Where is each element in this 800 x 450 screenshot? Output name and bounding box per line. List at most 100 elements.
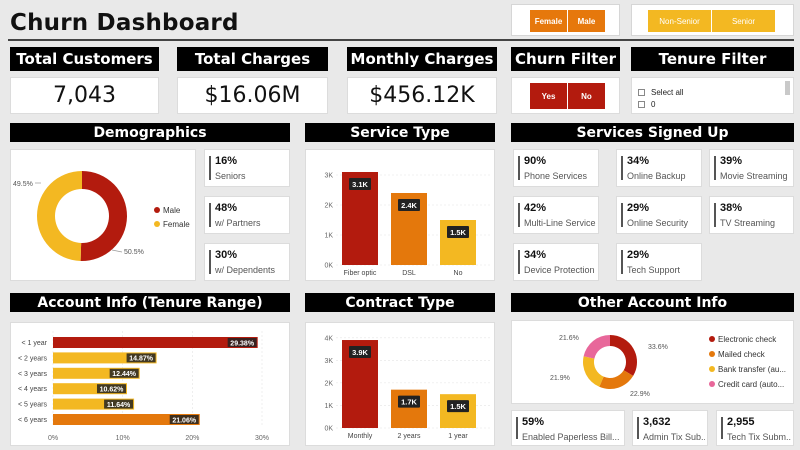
x-tick-label: 10% — [116, 435, 130, 442]
data-label-bg — [349, 346, 371, 359]
y-tick-label: < 6 years — [18, 417, 47, 424]
kpi-value-total-charges: $16.06M — [177, 77, 328, 114]
stat-card-movie-streaming: 39% Movie Streaming — [709, 149, 794, 187]
legend-label: Male — [163, 206, 181, 215]
x-tick-label: Fiber optic — [344, 270, 377, 277]
bar-data-label: 3.1K — [352, 180, 368, 189]
accent-bar — [209, 203, 211, 227]
accent-bar — [518, 203, 520, 227]
y-tick-label: 1K — [324, 403, 333, 410]
tenure-item[interactable]: Select all — [638, 86, 683, 98]
data-label-bg — [398, 395, 420, 408]
churn-yes-button[interactable]: Yes — [530, 83, 567, 109]
bar-data-label: 1.7K — [401, 398, 417, 407]
bar-data-label: 3.9K — [352, 348, 368, 357]
data-label-bg — [104, 399, 134, 409]
accent-bar — [516, 417, 518, 439]
checkbox[interactable] — [638, 100, 645, 108]
gender-slice-female — [36, 171, 82, 261]
stat-value: 30% — [215, 249, 238, 261]
gender-donut-chart: 50.5% 49.5% Male Female — [13, 171, 190, 261]
non-senior-button[interactable]: Non-Senior — [648, 10, 711, 32]
stat-card-device-protection: 34% Device Protection — [513, 243, 599, 281]
stat-label: w/ Partners — [215, 218, 261, 228]
stat-label: Movie Streaming — [720, 171, 788, 181]
y-tick-label: 3K — [324, 358, 333, 365]
bar-data-label: 12.44% — [112, 371, 137, 378]
kpi-header-total-charges: Total Charges — [177, 47, 328, 71]
y-tick-label: 1K — [324, 233, 333, 240]
payment-data-label: 22.9% — [630, 391, 650, 398]
payment-slice — [583, 335, 610, 359]
y-tick-label: < 2 years — [18, 355, 47, 362]
y-tick-label: 4K — [324, 335, 333, 342]
service-type-chart: 0K 1K 2K 3K 3.1K Fiber optic 2.4K DSL 1.5K No — [324, 172, 490, 277]
gender-male-button[interactable]: Male — [568, 10, 605, 32]
y-tick-label: < 3 years — [18, 371, 47, 378]
stat-card-partners: 48% w/ Partners — [204, 196, 290, 234]
section-service-type: Service Type — [305, 123, 495, 142]
senior-slicer: Non-Senior Senior — [631, 4, 794, 36]
stat-value: 59% — [522, 416, 545, 428]
data-label-bg — [447, 400, 469, 413]
x-tick-label: 1 year — [448, 433, 468, 440]
bar-data-label: 14.87% — [129, 356, 154, 363]
tenure-filter-header: Tenure Filter — [631, 47, 794, 71]
senior-button[interactable]: Senior — [712, 10, 775, 32]
kpi-value-customers: 7,043 — [10, 77, 159, 114]
tenure-list: Select all 0 1 — [638, 86, 683, 113]
stat-card-paperless: 59% Enabled Paperless Bill... — [511, 410, 625, 446]
checkbox[interactable] — [638, 88, 645, 96]
data-label-bg — [169, 415, 199, 424]
y-tick-label: < 4 years — [18, 386, 47, 393]
tenure-item-label: 0 — [651, 99, 656, 109]
stat-label: w/ Dependents — [215, 265, 276, 275]
y-tick-label: 0K — [324, 263, 333, 270]
bar-data-label: 29.38% — [230, 340, 255, 347]
kpi-value-monthly-charges: $456.12K — [347, 77, 497, 114]
stat-value: 39% — [720, 155, 743, 167]
churn-no-button[interactable]: No — [568, 83, 605, 109]
payment-data-label: 33.6% — [648, 344, 668, 351]
stat-label: TV Streaming — [720, 218, 776, 228]
accent-bar — [209, 250, 211, 274]
section-account-info: Account Info (Tenure Range) — [10, 293, 290, 312]
payment-data-label: 21.6% — [559, 335, 579, 342]
contract-type-chart: 0K 1K 2K 3K 4K 3.9K Monthly 1.7K 2 years 1.5K 1 ye… — [324, 335, 490, 440]
churn-filter-header: Churn Filter — [511, 47, 620, 71]
legend-label: Credit card (auto... — [718, 380, 784, 389]
payment-data-label: 21.9% — [550, 375, 570, 382]
tenure-scrollbar[interactable] — [785, 81, 790, 95]
y-tick-label: 0K — [324, 426, 333, 433]
stat-value: 29% — [627, 202, 650, 214]
legend-label: Mailed check — [718, 350, 766, 359]
bar-data-label: 11.64% — [107, 402, 131, 409]
page-title: Churn Dashboard — [10, 10, 239, 36]
leader-line — [111, 249, 123, 253]
section-contract-type: Contract Type — [305, 293, 495, 312]
tenure-item[interactable]: 0 — [638, 98, 683, 110]
legend-marker — [709, 336, 715, 342]
x-tick-label: 2 years — [398, 433, 421, 440]
x-tick-label: Monthly — [348, 433, 373, 440]
gender-female-button[interactable]: Female — [530, 10, 567, 32]
legend-marker — [709, 351, 715, 357]
accent-bar — [714, 156, 716, 180]
stat-value: 90% — [524, 155, 547, 167]
payment-slice — [610, 335, 637, 376]
gender-data-label: 49.5% — [13, 181, 33, 188]
y-tick-label: < 5 years — [18, 402, 47, 409]
checkbox[interactable] — [638, 112, 645, 113]
bar-2-years — [391, 389, 427, 428]
legend-marker — [154, 221, 160, 227]
stat-card-tech-support: 29% Tech Support — [616, 243, 702, 281]
kpi-header-monthly-charges: Monthly Charges — [347, 47, 497, 71]
data-label-bg — [227, 338, 257, 347]
x-tick-label: No — [454, 270, 463, 277]
stat-value: 38% — [720, 202, 743, 214]
x-tick-label: 20% — [185, 435, 199, 442]
tenure-item[interactable]: 1 — [638, 110, 683, 113]
gender-slicer: Female Male — [511, 4, 620, 36]
stat-value: 48% — [215, 202, 238, 214]
stat-card-online-security: 29% Online Security — [616, 196, 702, 234]
